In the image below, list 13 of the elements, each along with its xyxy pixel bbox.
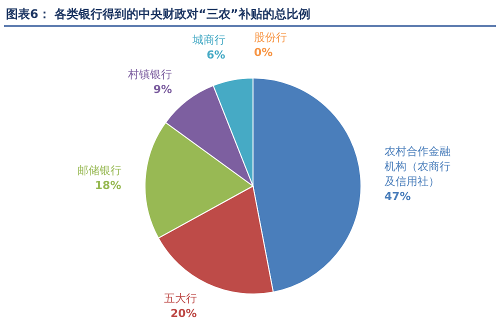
data-label: 18% [94, 179, 122, 192]
data-label: 6% [206, 48, 226, 62]
slice-label: 邮储银行 [77, 164, 122, 178]
category-label: 股份行 [254, 31, 287, 44]
chart-title: 图表6： 各类银行得到的中央财政对“三农”补贴的总比例 [6, 7, 310, 21]
slice-label: 五大行 [164, 292, 197, 305]
text: 0% [254, 46, 273, 59]
data-label: 47% [384, 190, 411, 204]
slice-label: 村镇银行 [127, 68, 172, 82]
data-label: 20% [170, 306, 197, 320]
slice-label: 城商行 [191, 33, 226, 46]
slice-label: 农村合作金融机构（农商行及信用社） [384, 145, 450, 188]
data-label: 9% [153, 83, 172, 96]
